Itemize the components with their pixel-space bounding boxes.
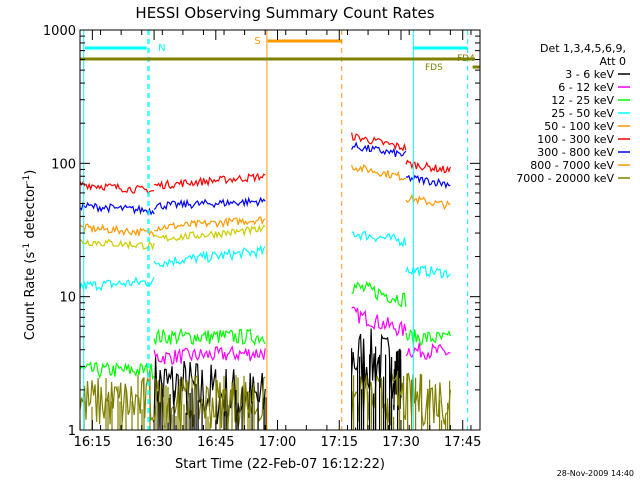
series-line-12-25kev-3 [405,329,451,347]
series-line-25-50kev-0 [79,276,155,292]
label-N: N [158,43,165,54]
x-tick-label: 16:30 [135,435,172,450]
series-line-300-800kev-1 [153,196,266,211]
x-axis-label: Start Time (22-Feb-07 16:12:22) [175,457,385,472]
series-line-50-100kev-1 [154,216,266,232]
legend-entry-label: 50 - 100 keV [544,120,614,133]
y-label-sup-2: -1 [22,175,32,184]
footer-date: 28-Nov-2009 14:40 [557,469,634,478]
y-label-part-2: detector [23,183,38,243]
legend-header: Det 1,3,4,5,6,9, [540,42,626,55]
y-label-part-1: Count Rate (s [23,252,38,341]
series-line-6-12kev-1 [351,306,407,337]
y-tick-label: 100 [51,157,76,172]
series-line-25-50kev-2 [351,230,407,248]
legend-entry-label: 12 - 25 keV [551,94,614,107]
label-FDS: FDS [425,63,443,73]
series-line-6-12kev-2 [405,342,451,360]
y-tick-label: 1000 [43,24,76,39]
series-line-100-300kev-3 [405,159,451,174]
x-tick-label: 17:30 [382,435,419,450]
series-line-extra-yellow-1 [154,223,266,242]
legend-header: Att 0 [600,55,626,68]
x-tick-label: 17:45 [444,435,481,450]
plot-frame [79,29,481,431]
series-line-100-300kev-1 [153,172,266,190]
series-line-100-300kev-2 [351,132,407,152]
series-line-12-25kev-2 [351,280,407,308]
label-S: S [254,36,260,47]
series-line-300-800kev-0 [79,201,155,216]
series-line-25-50kev-3 [405,264,451,279]
y-tick-label: 10 [59,291,76,306]
legend-entry-label: 300 - 800 keV [537,146,614,159]
x-tick-label: 17:00 [259,435,296,450]
chart-title: HESSI Observing Summary Count Rates [135,4,434,22]
x-tick-label: 16:45 [197,435,234,450]
legend-entry-label: 100 - 300 keV [537,133,614,146]
y-tick-label: 1 [68,424,76,439]
legend-entry-label: 800 - 7000 keV [530,159,614,172]
legend-entry-label: 7000 - 20000 keV [516,172,614,185]
series-line-12-25kev-0 [79,360,155,381]
series-line-50-100kev-3 [405,193,451,211]
series-line-12-25kev-1 [153,327,266,346]
series-line-50-100kev-0 [79,223,155,238]
series-line-300-800kev-2 [351,141,407,158]
y-axis-label: Count Rate (s-1 detector-1) [22,170,38,341]
legend-entry-label: 6 - 12 keV [558,81,614,94]
legend-entry-label: 3 - 6 keV [565,68,614,81]
series-line-6-12kev-0 [153,345,266,366]
label-FD4: FD4 [457,54,475,64]
series-line-50-100kev-2 [351,164,407,182]
series-line-extra-yellow-0 [79,238,155,252]
axes: 1 10 100 1000 16:15 16:30 16:45 17:00 17:15 17:30… [43,24,482,450]
series-line-100-300kev-0 [79,180,155,196]
y-label-part-3: ) [23,170,38,175]
series-line-25-50kev-1 [153,244,266,268]
plot-area: N S FD4 FDS [79,30,480,430]
x-tick-label: 17:15 [321,435,358,450]
legend-entry-label: 25 - 50 keV [551,107,614,120]
series-line-7000-20000kev-0 [79,375,266,430]
svg-text:Count Rate (s-1 detector-1): Count Rate (s-1 detector-1) [22,170,38,341]
x-tick-label: 16:15 [74,435,111,450]
y-label-sup-1: -1 [22,243,32,252]
series-line-3-6kev-1 [351,328,395,399]
series-line-300-800kev-3 [405,174,451,190]
